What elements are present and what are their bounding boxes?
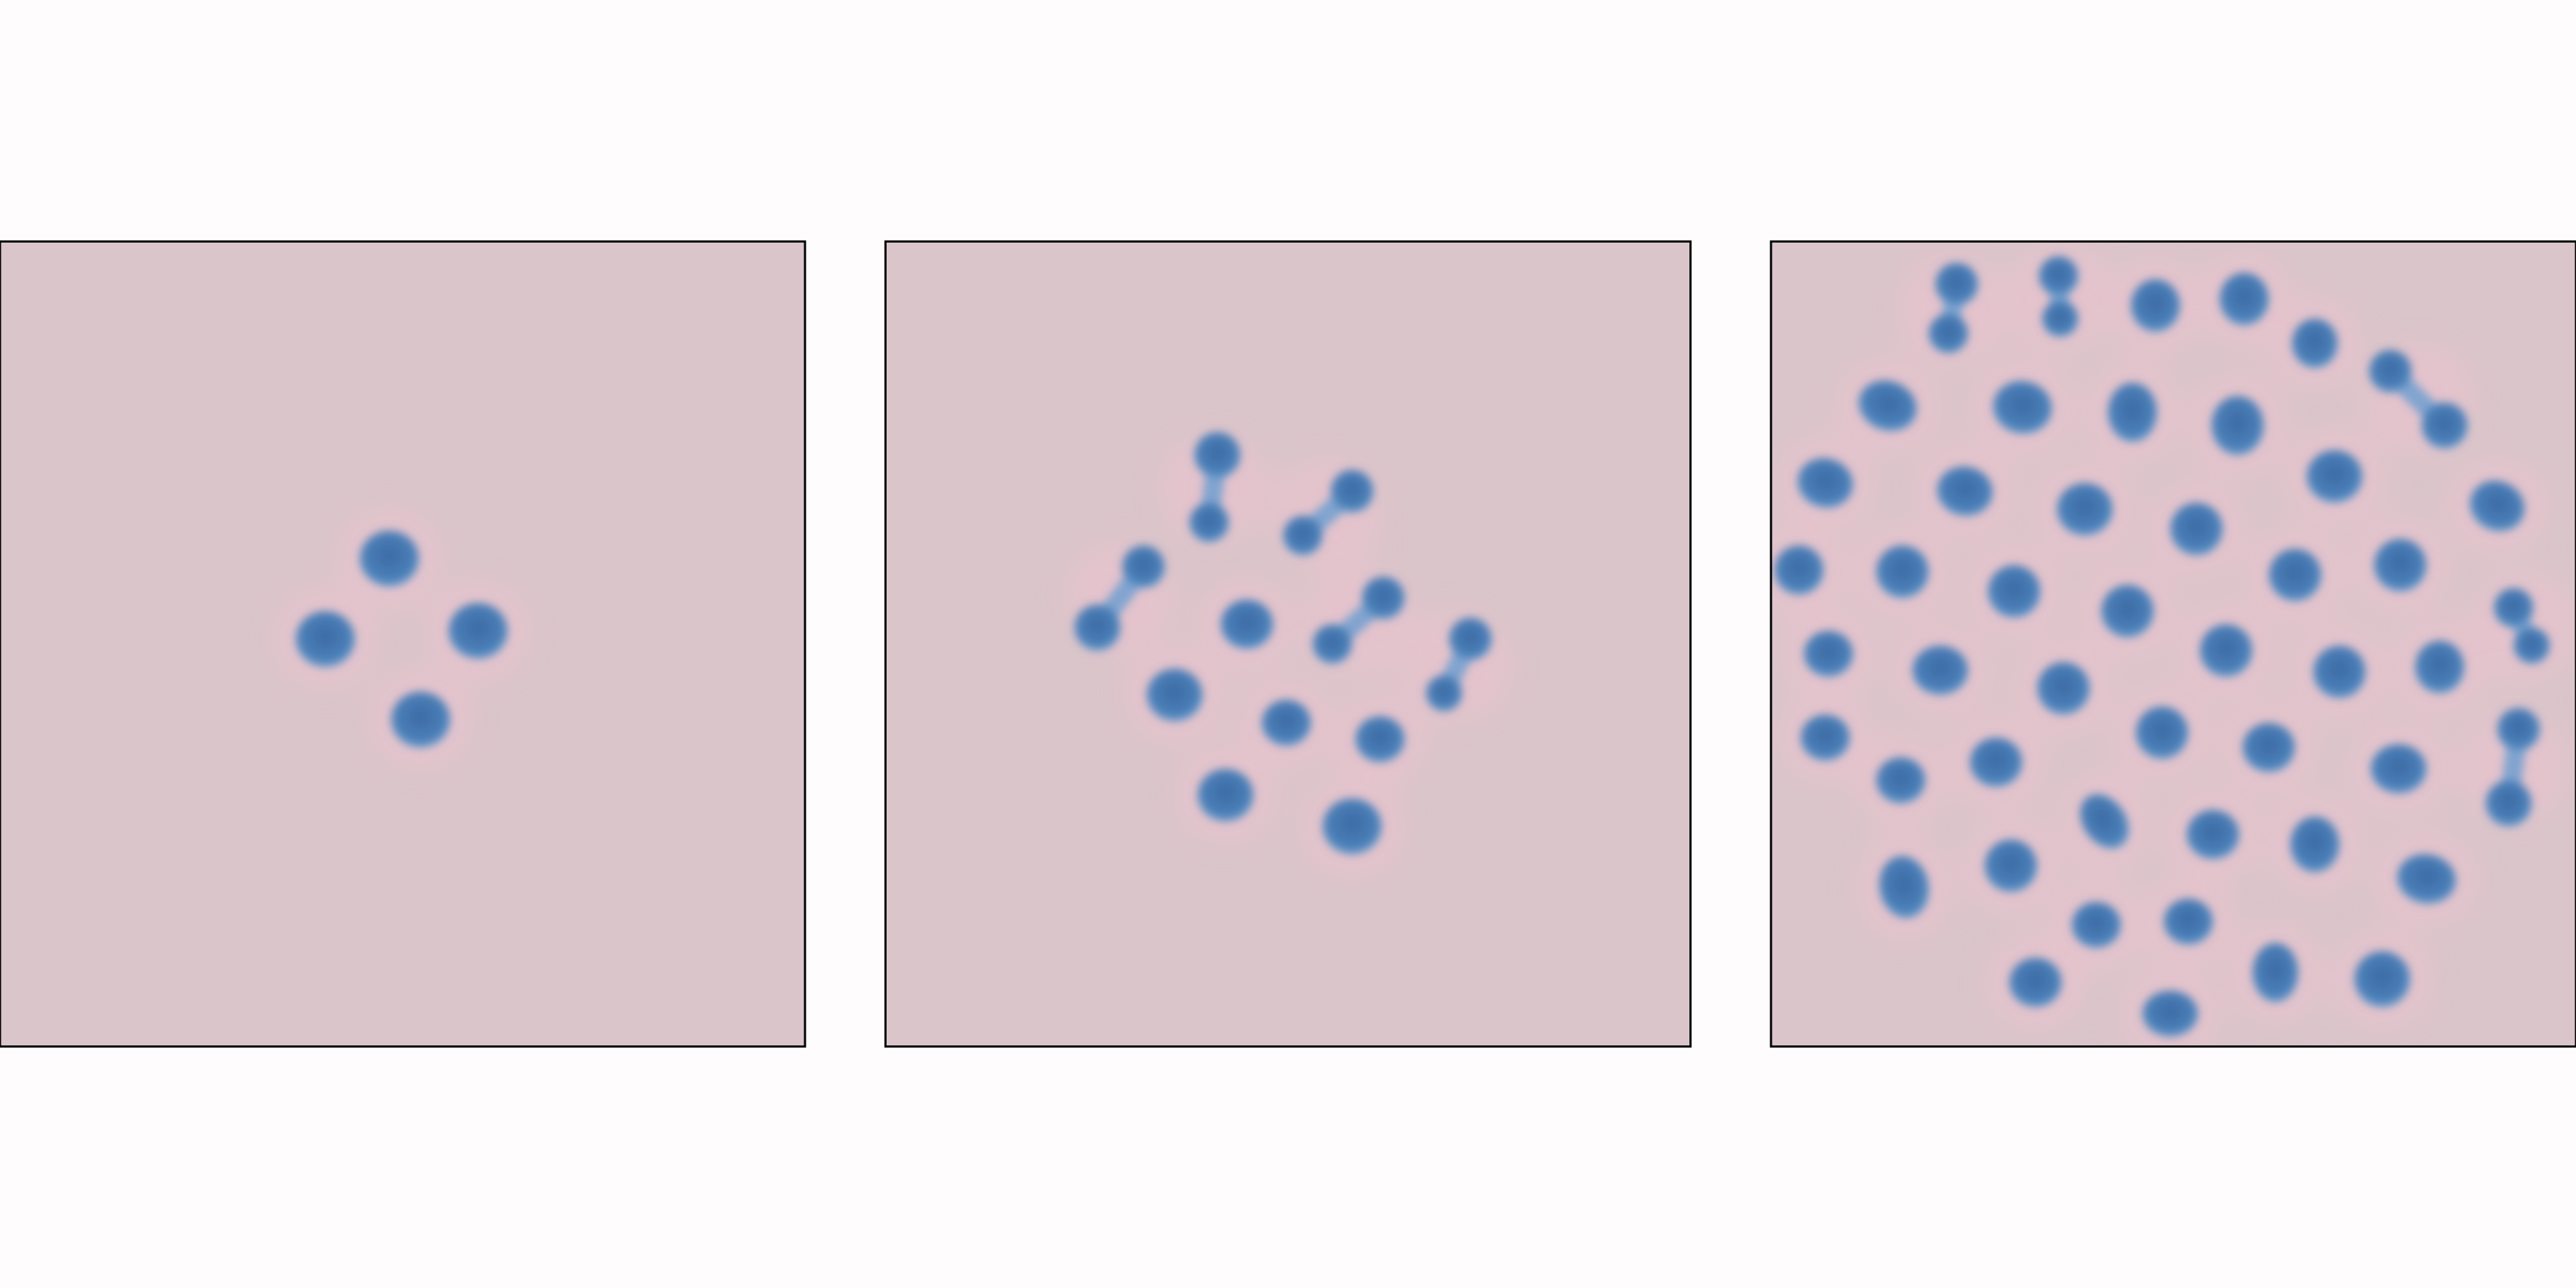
blue-spot [2186, 809, 2240, 859]
blue-spot [1800, 714, 1850, 761]
dumbbell-lobe [2494, 587, 2534, 628]
blue-spot [1993, 381, 2052, 434]
dumbbell-lobe [1194, 431, 1241, 479]
blue-spot [1875, 545, 1929, 598]
blue-spot [2200, 624, 2253, 677]
blue-spot [448, 602, 508, 659]
blue-spot [2354, 951, 2411, 1008]
blue-spot [2163, 898, 2213, 945]
panel-3 [1770, 240, 2576, 1048]
blue-spot [1355, 716, 1405, 763]
blue-spot [2396, 854, 2457, 904]
blue-spot [1797, 458, 1853, 508]
dumbbell-lobe [2039, 256, 2079, 296]
panel-2 [884, 240, 1692, 1048]
blue-spot [2135, 706, 2189, 759]
dumbbell-lobe [1935, 263, 1979, 306]
blue-spot [2009, 957, 2062, 1008]
panel-1 [0, 240, 806, 1048]
blue-spot [2107, 382, 2157, 442]
blue-spot [1322, 798, 1382, 854]
blue-spot [2291, 318, 2338, 369]
dumbbell-lobe [1362, 576, 1405, 620]
blue-spot [1146, 668, 1203, 721]
dumbbell-lobe [1449, 618, 1492, 660]
dumbbell-spot [1074, 545, 1165, 651]
blue-spot [2101, 585, 2154, 638]
blue-spot [2211, 396, 2264, 455]
blue-spot [2057, 483, 2113, 536]
blue-spot [2252, 942, 2298, 1002]
blue-spot [2415, 640, 2464, 693]
blue-spot [2242, 723, 2296, 773]
blue-spot [1879, 856, 1929, 919]
blue-spot [1937, 466, 1993, 517]
blue-spot [2371, 744, 2427, 794]
panel-frame [1770, 240, 2576, 1048]
blue-spot [1858, 380, 1917, 431]
blue-spot [2469, 480, 2525, 532]
dumbbell-spot [2039, 256, 2079, 337]
dumbbell-lobe [1074, 604, 1121, 651]
blue-spot [1197, 769, 1254, 821]
dumbbell-spot [2485, 708, 2540, 826]
blue-spot [359, 530, 419, 587]
dumbbell-lobe [2368, 350, 2412, 393]
dumbbell-spot [1425, 618, 1492, 712]
blue-spot [2313, 645, 2366, 698]
blue-spot [2306, 450, 2363, 503]
blue-spot [2142, 990, 2198, 1037]
blue-spot [2170, 502, 2223, 556]
dumbbell-spot [1312, 576, 1405, 664]
dumbbell-spot [2368, 350, 2468, 449]
dumbbell-lobe [1189, 502, 1229, 542]
dumbbell-lobe [2421, 402, 2468, 449]
panel-frame [884, 240, 1692, 1048]
panel-background [0, 241, 805, 1047]
blue-spot [1262, 700, 1312, 746]
blue-spot [391, 691, 451, 748]
dumbbell-lobe [1312, 624, 1352, 664]
blue-spot [296, 611, 355, 668]
dumbbell-lobe [2041, 301, 2079, 337]
dumbbell-lobe [2497, 708, 2540, 751]
dumbbell-lobe [1330, 469, 1374, 513]
blue-spot [1969, 737, 2023, 787]
dumbbell-lobe [1425, 675, 1463, 712]
blue-spot [1774, 545, 1824, 595]
dumbbell-lobe [1122, 545, 1165, 588]
blue-spot [1912, 645, 1968, 696]
blue-spot [1875, 757, 1926, 804]
dumbbell-lobe [1928, 313, 1968, 353]
blue-spot [2219, 273, 2269, 326]
blue-spot [2290, 816, 2340, 873]
blue-spot [1803, 630, 1853, 677]
dumbbell-lobe [2485, 780, 2532, 826]
dumbbell-spot [1283, 469, 1374, 556]
dumbbell-spot [1189, 431, 1241, 542]
blue-spot [2080, 794, 2129, 849]
dumbbell-spot [2494, 587, 2550, 664]
panel-frame [0, 240, 806, 1048]
dumbbell-lobe [2513, 628, 2550, 664]
blue-spot [1220, 600, 1274, 649]
panels-group [0, 240, 2576, 1048]
blue-spot [2130, 279, 2180, 332]
blue-spot [1988, 565, 2041, 618]
dumbbell-lobe [1283, 515, 1323, 556]
blue-spot [2268, 548, 2322, 602]
blue-spot [2072, 902, 2122, 948]
blue-spot [1984, 839, 2037, 892]
blue-spot [2036, 662, 2090, 715]
dumbbell-spot [1928, 263, 1979, 353]
blue-spot [2373, 539, 2427, 592]
